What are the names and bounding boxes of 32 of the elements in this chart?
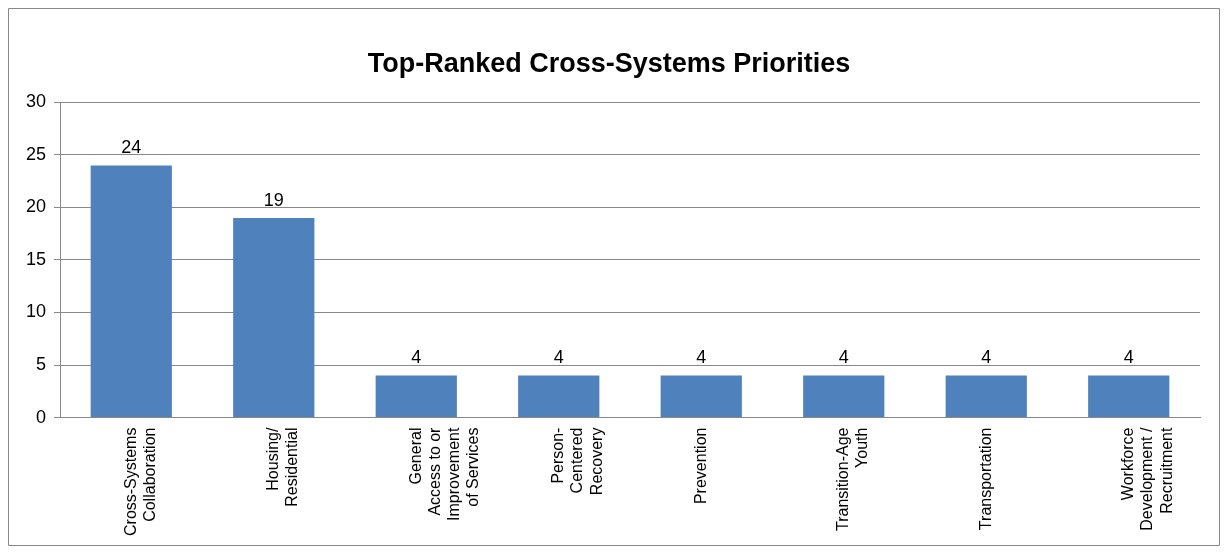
x-tick-label: Transportation bbox=[976, 427, 994, 531]
x-tick-label: Housing/ Residential bbox=[264, 427, 301, 507]
y-tick-label: 30 bbox=[25, 91, 47, 112]
data-label: 4 bbox=[838, 347, 849, 368]
y-tick-label: 5 bbox=[36, 353, 47, 374]
y-tick-label: 15 bbox=[25, 248, 47, 269]
data-label: 4 bbox=[981, 347, 992, 368]
x-tick-label: Workforce Development / Recruitment bbox=[1119, 426, 1175, 531]
bar bbox=[660, 375, 742, 418]
chart-title: Top-Ranked Cross-Systems Priorities bbox=[367, 47, 851, 78]
data-label: 19 bbox=[263, 189, 284, 210]
data-label: 4 bbox=[1123, 347, 1134, 368]
bar bbox=[90, 165, 172, 418]
x-tick-label: Prevention bbox=[691, 427, 709, 505]
bar bbox=[233, 217, 315, 418]
data-label: 4 bbox=[411, 347, 422, 368]
x-tick-label: General Access to or Improvement of Services bbox=[406, 426, 482, 521]
bar bbox=[518, 375, 600, 418]
bar bbox=[1088, 375, 1170, 418]
y-tick-label: 0 bbox=[36, 406, 47, 427]
bar bbox=[803, 375, 885, 418]
y-tick-label: 20 bbox=[25, 196, 47, 217]
x-tick-label: Person- Centered Recovery bbox=[549, 427, 605, 496]
data-label: 4 bbox=[553, 347, 564, 368]
x-tick-label: Transition-Age Youth bbox=[834, 427, 871, 531]
y-tick-label: 25 bbox=[25, 143, 47, 164]
bar bbox=[375, 375, 457, 418]
data-label: 4 bbox=[696, 347, 707, 368]
x-tick-label: Cross-Systems Collaboration bbox=[121, 427, 158, 536]
data-label: 24 bbox=[121, 137, 142, 158]
bar bbox=[945, 375, 1027, 418]
y-tick-label: 10 bbox=[25, 301, 47, 322]
